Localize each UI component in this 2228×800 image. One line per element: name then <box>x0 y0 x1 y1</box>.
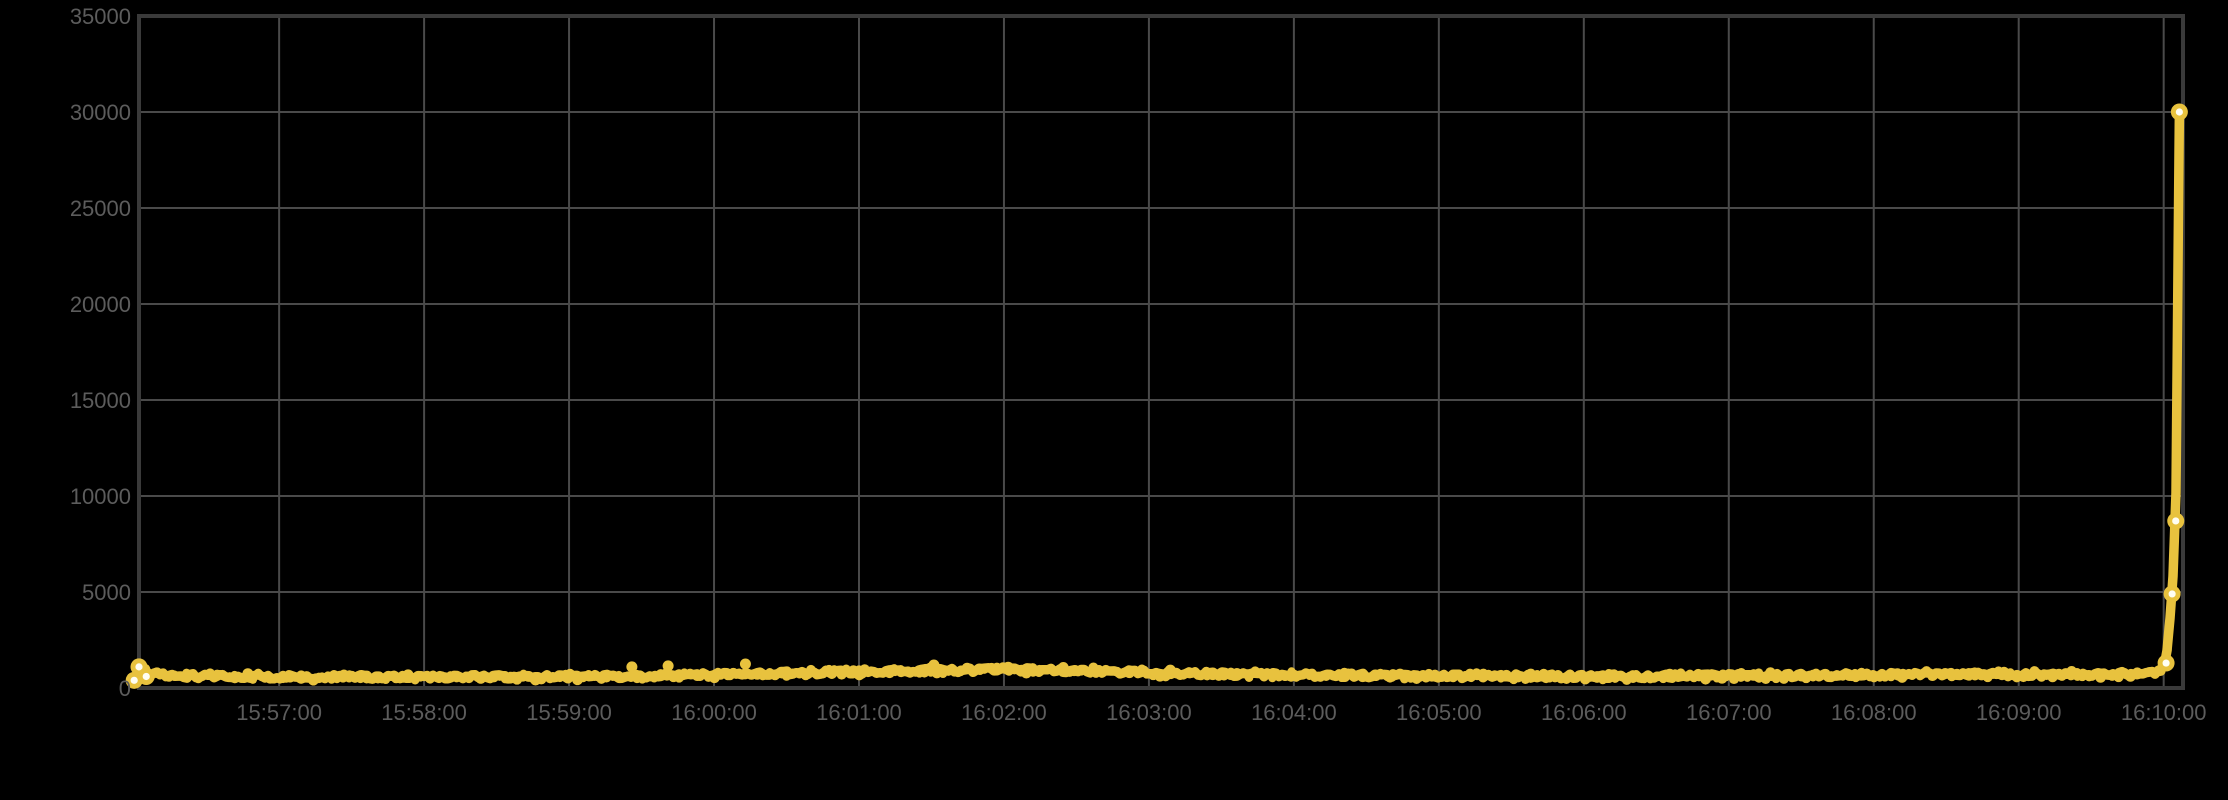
y-tick-label: 5000 <box>82 580 131 605</box>
outlier-point <box>626 661 638 673</box>
x-tick-label: 15:57:00 <box>236 700 322 725</box>
data-point-marker-center <box>130 676 138 684</box>
x-tick-label: 16:00:00 <box>671 700 757 725</box>
outlier-point <box>662 660 674 672</box>
data-point-marker-center <box>2168 590 2176 598</box>
x-tick-label: 16:03:00 <box>1106 700 1192 725</box>
x-tick-label: 16:08:00 <box>1831 700 1917 725</box>
y-tick-label: 15000 <box>70 388 131 413</box>
x-tick-label: 16:04:00 <box>1251 700 1337 725</box>
data-point-marker-center <box>2175 108 2183 116</box>
data-point-marker-center <box>142 672 150 681</box>
outlier-point <box>739 658 751 670</box>
data-point-marker-center <box>2162 659 2170 667</box>
x-tick-label: 16:07:00 <box>1686 700 1772 725</box>
x-tick-label: 15:58:00 <box>381 700 467 725</box>
x-tick-label: 16:06:00 <box>1541 700 1627 725</box>
x-tick-label: 16:01:00 <box>816 700 902 725</box>
x-tick-label: 16:10:00 <box>2121 700 2207 725</box>
x-tick-label: 15:59:00 <box>526 700 612 725</box>
y-tick-label: 10000 <box>70 484 131 509</box>
plot-frame <box>137 14 2185 690</box>
data-point-marker-center <box>135 663 143 671</box>
x-tick-label: 16:02:00 <box>961 700 1047 725</box>
x-tick-label: 16:09:00 <box>1976 700 2062 725</box>
data-point-marker-center <box>2172 517 2180 525</box>
series-line <box>134 107 2185 684</box>
y-tick-label: 0 <box>119 676 131 701</box>
x-tick-label: 16:05:00 <box>1396 700 1482 725</box>
y-tick-label: 35000 <box>70 4 131 29</box>
y-tick-label: 20000 <box>70 292 131 317</box>
y-tick-label: 25000 <box>70 196 131 221</box>
y-tick-label: 30000 <box>70 100 131 125</box>
